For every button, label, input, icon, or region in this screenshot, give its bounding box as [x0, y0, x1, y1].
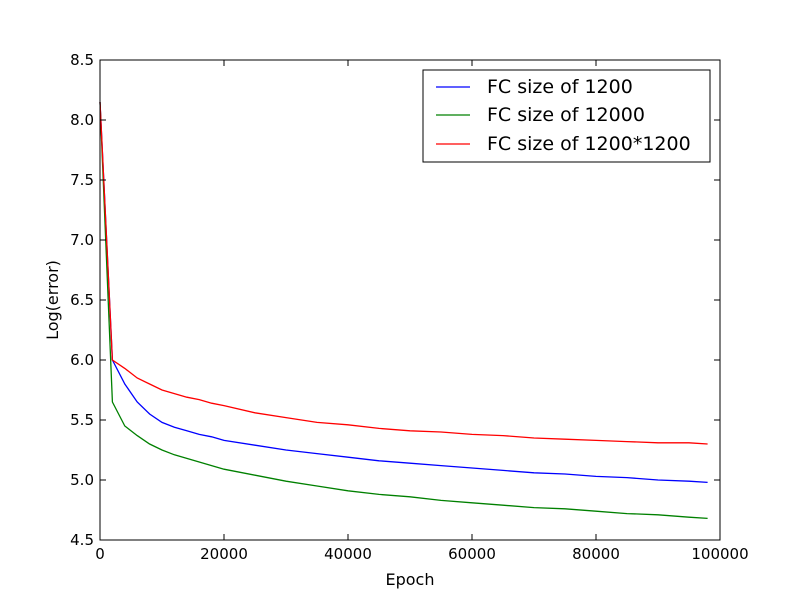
y-tick-label: 7.5	[70, 171, 94, 189]
x-tick-label: 100000	[691, 545, 748, 563]
legend-label-1: FC size of 12000	[487, 104, 645, 126]
x-tick-label: 0	[95, 545, 105, 563]
y-ticks: 4.5 5.0 5.5 6.0 6.5 7.0 7.5 8.0 8.5	[70, 51, 720, 549]
series-line-0	[99, 101, 708, 484]
legend-label-0: FC size of 1200	[487, 76, 633, 98]
y-tick-label: 6.5	[70, 291, 94, 309]
legend-entry-2: FC size of 1200*1200	[436, 133, 691, 155]
legend: FC size of 1200 FC size of 12000 FC size…	[422, 69, 711, 163]
x-tick-label: 80000	[572, 545, 620, 563]
series-line-2	[99, 101, 708, 445]
plot-area	[99, 101, 708, 520]
x-ticks: 0 20000 40000 60000 80000 100000	[95, 60, 749, 563]
y-tick-label: 8.0	[70, 111, 94, 129]
x-tick-label: 40000	[324, 545, 372, 563]
axes: 0 20000 40000 60000 80000 100000 4.5 5.0 5.5 6.0…	[43, 51, 749, 589]
legend-frame	[422, 69, 711, 163]
series-line-1	[99, 101, 708, 520]
x-tick-label: 20000	[200, 545, 248, 563]
y-tick-label: 6.0	[70, 351, 94, 369]
y-tick-label: 7.0	[70, 231, 94, 249]
y-tick-label: 5.0	[70, 471, 94, 489]
y-tick-label: 4.5	[70, 531, 94, 549]
x-tick-label: 60000	[448, 545, 496, 563]
x-axis-label: Epoch	[386, 570, 435, 589]
y-axis-label: Log(error)	[43, 260, 62, 340]
y-tick-label: 5.5	[70, 411, 94, 429]
legend-label-2: FC size of 1200*1200	[487, 133, 691, 155]
y-tick-label: 8.5	[70, 51, 94, 69]
legend-entry-1: FC size of 12000	[436, 104, 645, 126]
legend-entry-0: FC size of 1200	[436, 76, 633, 98]
